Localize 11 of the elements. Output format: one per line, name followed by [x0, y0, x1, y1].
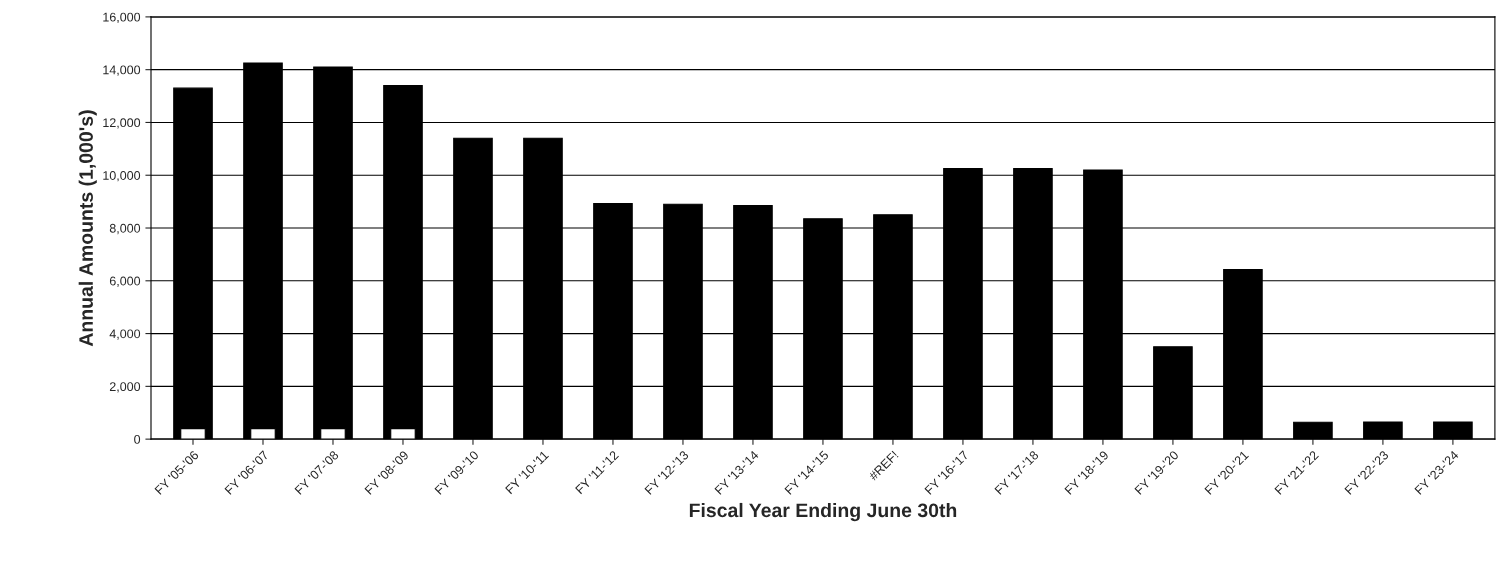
- y-tick-label: 6,000: [109, 276, 141, 287]
- y-tick-label: 10,000: [103, 171, 141, 182]
- x-axis-title: Fiscal Year Ending June 30th: [689, 502, 957, 522]
- y-tick-label: 12,000: [103, 118, 141, 129]
- y-tick-label: 4,000: [109, 329, 141, 340]
- y-tick-label: 16,000: [103, 12, 141, 24]
- y-tick-label: 0: [134, 434, 141, 444]
- y-axis-title: Annual Amounts (1,000's): [78, 110, 97, 347]
- y-tick-label: 2,000: [109, 382, 141, 393]
- y-tick-label: 14,000: [103, 65, 141, 76]
- y-tick-label: 8,000: [109, 223, 141, 235]
